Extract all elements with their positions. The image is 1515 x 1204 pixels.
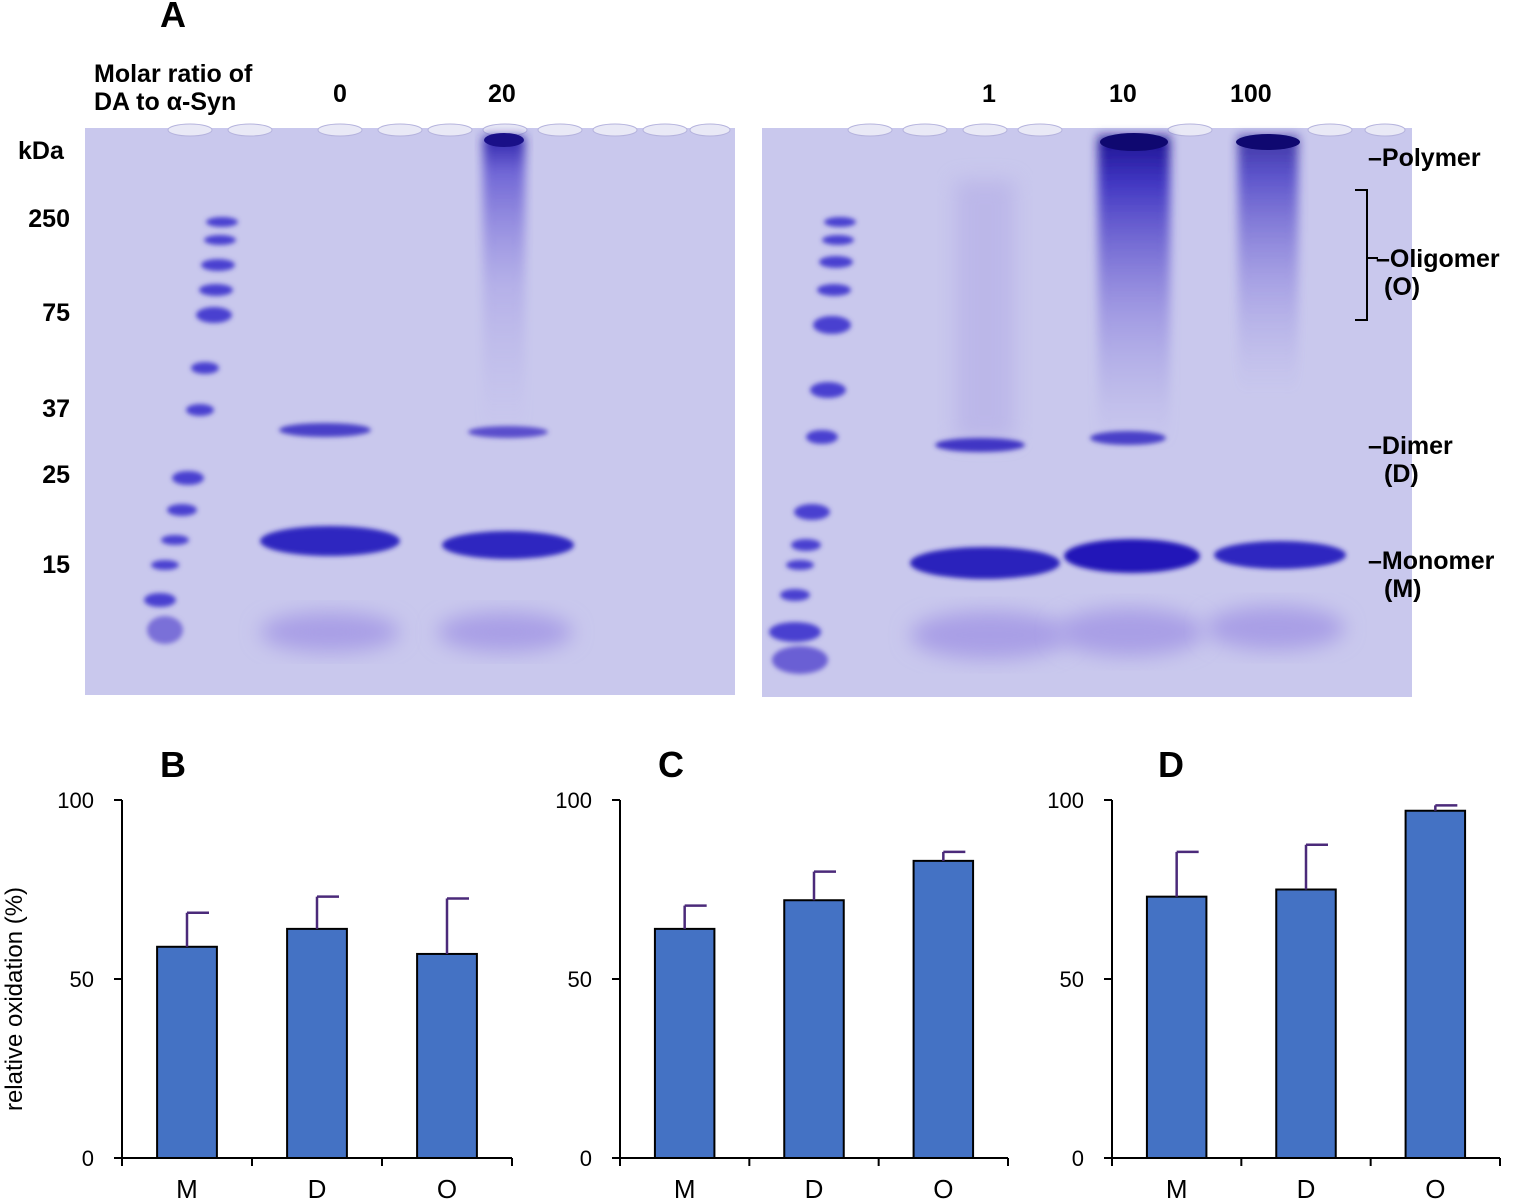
x-tick-label: D xyxy=(308,1174,327,1204)
panel-d-letter: D xyxy=(1158,744,1184,785)
y-tick-label: 50 xyxy=(70,967,94,992)
x-tick-label: D xyxy=(805,1174,824,1204)
molar-ratio-label: Molar ratio of DA to α-Syn xyxy=(94,60,252,116)
gel-image xyxy=(85,123,1412,697)
lane-label-10: 10 xyxy=(1109,80,1137,108)
label-monomer-line2: (M) xyxy=(1384,575,1422,603)
ladder-label-250: 250 xyxy=(28,205,70,233)
ladder-left xyxy=(144,217,238,644)
x-tick-label: O xyxy=(1425,1174,1445,1204)
ladder-label-15: 15 xyxy=(42,551,70,579)
ladder-label-25: 25 xyxy=(42,461,70,489)
label-oligomer-line1: –Oligomer xyxy=(1376,245,1500,273)
y-axis-label: relative oxidation (%) xyxy=(1,887,28,1111)
bar-m xyxy=(653,927,716,1159)
label-oligomer: –Oligomer (O) xyxy=(1376,245,1500,301)
ladder-label-37: 37 xyxy=(42,395,70,423)
bar-m xyxy=(156,945,218,1160)
bar-m xyxy=(1145,895,1208,1159)
oligomer-bracket xyxy=(1355,189,1368,321)
bar-d xyxy=(783,899,845,1159)
label-dimer-line1: –Dimer xyxy=(1368,432,1453,460)
chart-d: 0 50 100 M D O xyxy=(1047,788,1501,1204)
y-tick-label: 0 xyxy=(580,1146,592,1171)
x-tick-label: M xyxy=(1166,1174,1188,1204)
lane-10-bands xyxy=(1056,133,1204,656)
y-tick-label: 100 xyxy=(57,788,94,813)
x-tick-label: M xyxy=(674,1174,696,1204)
lane-0-bands xyxy=(260,423,400,652)
bar-o xyxy=(1404,809,1467,1159)
y-tick-label: 100 xyxy=(1047,788,1084,813)
lane-label-100: 100 xyxy=(1230,80,1272,108)
label-monomer: –Monomer (M) xyxy=(1368,547,1494,603)
kda-label: kDa xyxy=(18,137,64,165)
x-tick-label: O xyxy=(933,1174,953,1204)
label-monomer-line1: –Monomer xyxy=(1368,547,1495,575)
lane-label-20: 20 xyxy=(488,80,516,108)
lane-1-bands xyxy=(910,180,1070,659)
lane-100-bands xyxy=(1205,134,1346,650)
label-polymer: –Polymer xyxy=(1368,144,1481,172)
x-tick-label: M xyxy=(176,1174,198,1204)
bar-o xyxy=(912,859,975,1159)
bar-d xyxy=(1275,888,1337,1159)
y-tick-label: 50 xyxy=(568,967,592,992)
y-tick-label: 100 xyxy=(555,788,592,813)
y-tick-label: 0 xyxy=(82,1146,94,1171)
gel-right xyxy=(762,123,1412,697)
molar-ratio-label-line2: DA to α-Syn xyxy=(94,88,237,116)
bar-d xyxy=(286,927,348,1159)
label-oligomer-line2: (O) xyxy=(1384,273,1421,301)
lane-label-0: 0 xyxy=(333,80,347,108)
panel-b-letter: B xyxy=(160,744,186,785)
label-dimer: –Dimer (D) xyxy=(1368,432,1453,488)
y-tick-label: 50 xyxy=(1060,967,1084,992)
panel-a-letter: A xyxy=(160,0,186,35)
lane-label-1: 1 xyxy=(982,80,996,108)
label-dimer-line2: (D) xyxy=(1384,460,1419,488)
bar-o xyxy=(416,952,478,1159)
gel-left xyxy=(85,123,735,695)
x-tick-label: O xyxy=(437,1174,457,1204)
x-tick-label: D xyxy=(1297,1174,1316,1204)
chart-c: 0 50 100 M D O xyxy=(555,788,1009,1204)
molar-ratio-label-line1: Molar ratio of xyxy=(94,60,253,88)
y-tick-label: 0 xyxy=(1072,1146,1084,1171)
ladder-label-75: 75 xyxy=(42,299,70,327)
panel-c-letter: C xyxy=(658,744,684,785)
lane-20-bands xyxy=(437,133,574,652)
ladder-right xyxy=(769,217,856,674)
